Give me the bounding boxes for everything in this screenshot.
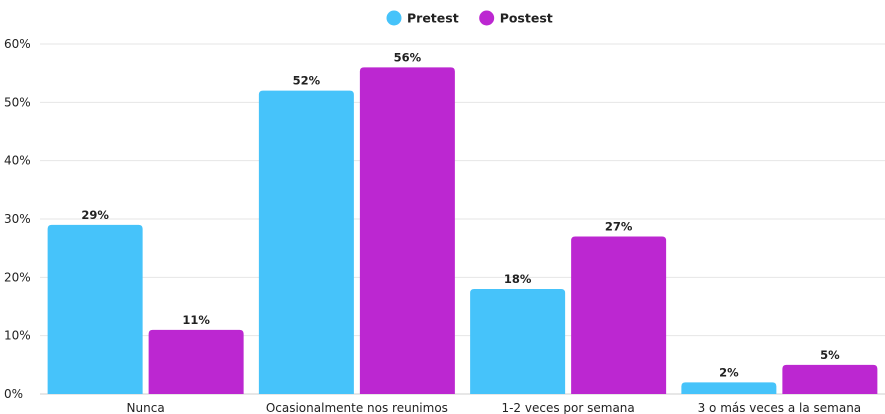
bar-pretest-0 bbox=[47, 224, 143, 394]
y-tick-label-0: 0% bbox=[4, 387, 23, 401]
x-axis-categories: Nunca Ocasionalmente nos reunimos 1-2 vece… bbox=[127, 401, 862, 414]
data-label-postest-1: 56% bbox=[394, 50, 422, 64]
data-label-pretest-2: 18% bbox=[504, 272, 532, 286]
y-tick-label-20: 20% bbox=[4, 270, 31, 284]
data-label-postest-0: 11% bbox=[182, 313, 210, 327]
bar-postest-2 bbox=[571, 236, 667, 394]
data-label-postest-3: 5% bbox=[820, 348, 840, 362]
data-label-pretest-0: 29% bbox=[81, 208, 109, 222]
bar-postest-1 bbox=[359, 67, 455, 394]
bars bbox=[47, 67, 878, 395]
data-label-pretest-3: 2% bbox=[719, 365, 739, 379]
y-tick-label-40: 40% bbox=[4, 154, 31, 168]
y-tick-label-10: 10% bbox=[4, 329, 31, 343]
bar-postest-0 bbox=[148, 329, 244, 394]
bar-pretest-2 bbox=[470, 289, 566, 394]
x-category-label-0: Nunca bbox=[127, 401, 165, 414]
legend-label-pretest: Pretest bbox=[407, 11, 459, 26]
y-tick-label-50: 50% bbox=[4, 95, 31, 109]
y-axis-ticks: 0% 10% 20% 30% 40% 50% 60% bbox=[4, 37, 31, 401]
legend-marker-postest bbox=[479, 10, 495, 26]
y-tick-label-60: 60% bbox=[4, 37, 31, 51]
legend: Pretest Postest bbox=[386, 10, 553, 26]
y-tick-label-30: 30% bbox=[4, 212, 31, 226]
data-label-pretest-1: 52% bbox=[293, 74, 321, 88]
x-category-label-3: 3 o más veces a la semana bbox=[698, 401, 862, 414]
bar-pretest-1 bbox=[258, 90, 354, 395]
data-labels: 29% 11% 52% 56% 18% 27% 2% 5% bbox=[81, 50, 840, 379]
bar-pretest-3 bbox=[681, 382, 777, 394]
legend-label-postest: Postest bbox=[500, 11, 553, 26]
data-label-postest-2: 27% bbox=[605, 220, 633, 234]
x-category-label-1: Ocasionalmente nos reunimos bbox=[266, 401, 448, 414]
bar-postest-3 bbox=[782, 364, 878, 394]
x-category-label-2: 1-2 veces por semana bbox=[501, 401, 634, 414]
legend-marker-pretest bbox=[386, 10, 402, 26]
